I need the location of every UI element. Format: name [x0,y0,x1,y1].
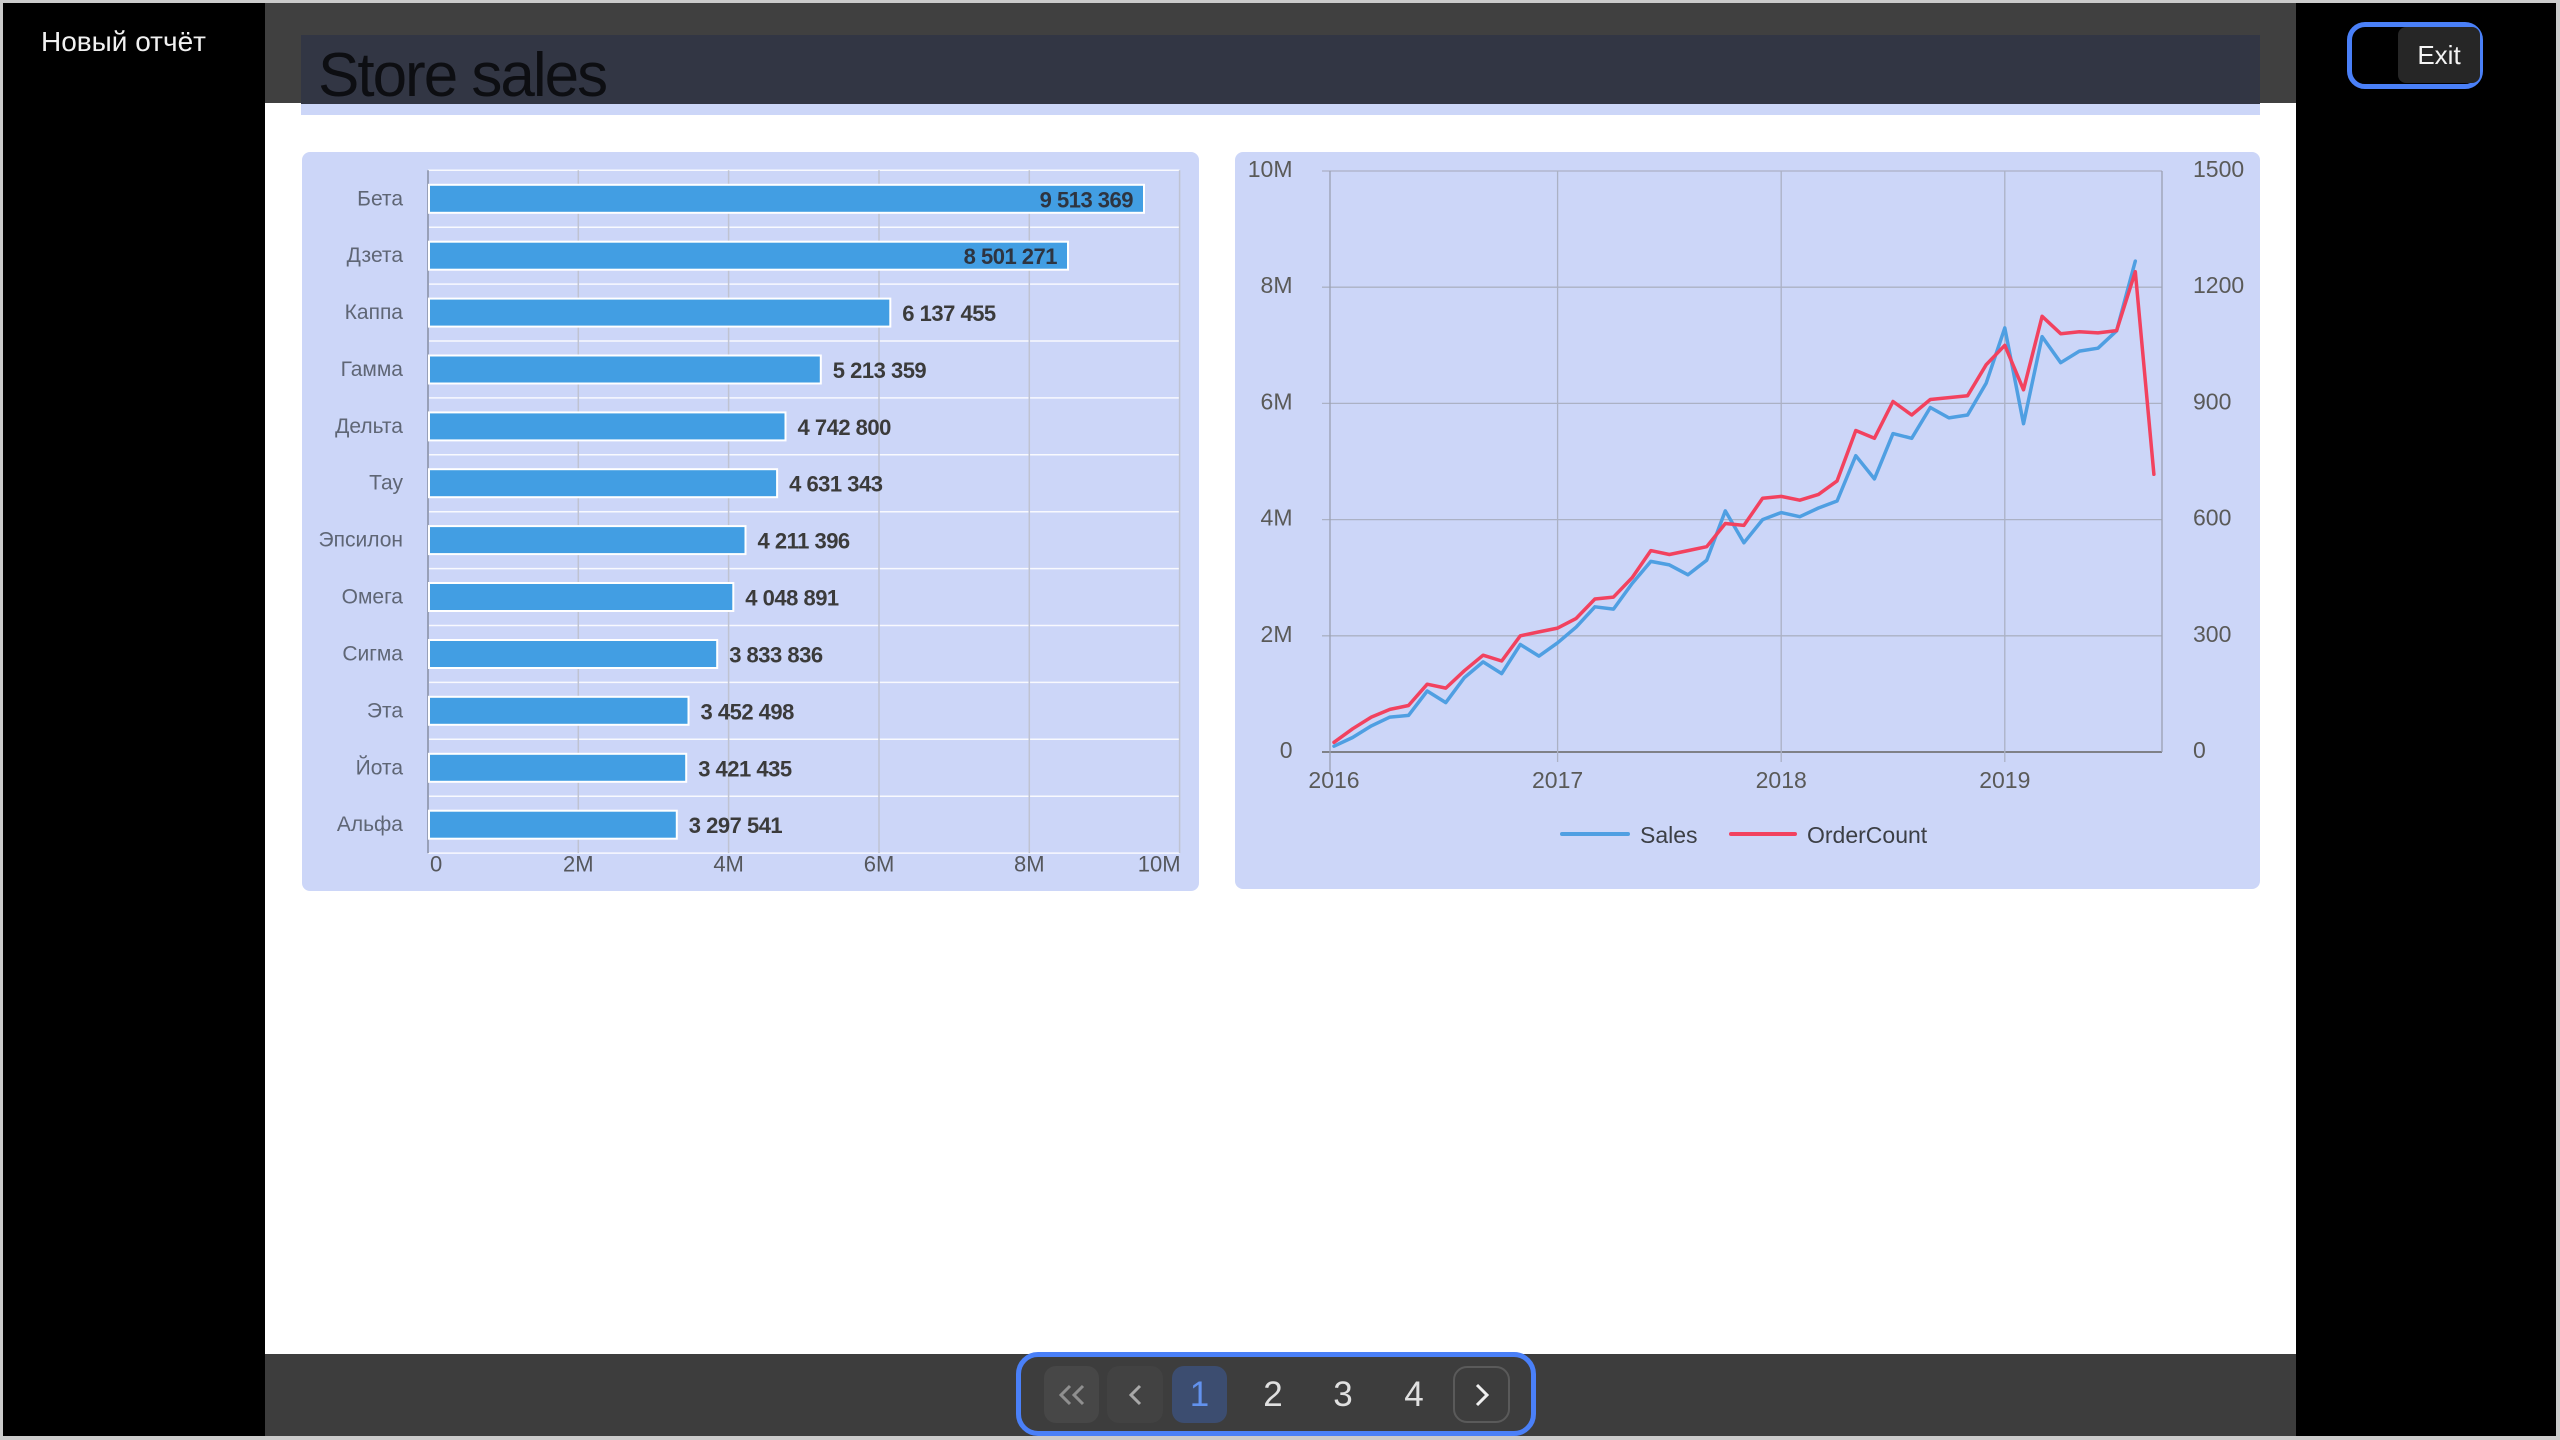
svg-text:4 631 343: 4 631 343 [789,472,883,497]
svg-text:Sales: Sales [1640,822,1698,848]
svg-text:0: 0 [1280,737,1293,763]
svg-text:3 297 541: 3 297 541 [689,813,783,838]
svg-text:3 833 836: 3 833 836 [729,643,823,668]
svg-text:3 421 435: 3 421 435 [698,756,792,781]
svg-text:Альфа: Альфа [337,813,403,836]
svg-text:600: 600 [2193,505,2231,531]
svg-text:10M: 10M [1138,852,1181,877]
svg-text:Дзета: Дзета [347,244,404,267]
svg-text:4 048 891: 4 048 891 [745,586,839,611]
svg-text:Эпсилон: Эпсилон [319,529,403,552]
svg-text:Йота: Йота [356,755,404,779]
svg-text:2017: 2017 [1532,767,1583,793]
svg-text:8M: 8M [1014,852,1045,877]
svg-text:Омега: Омега [342,586,404,609]
svg-text:8 501 271: 8 501 271 [964,244,1058,269]
svg-text:5 213 359: 5 213 359 [833,358,927,383]
svg-text:Сигма: Сигма [342,643,403,666]
svg-text:10M: 10M [1248,156,1293,182]
svg-text:300: 300 [2193,621,2231,647]
svg-text:4 742 800: 4 742 800 [798,415,892,440]
svg-text:8M: 8M [1261,272,1293,298]
svg-text:Дельта: Дельта [335,415,403,438]
svg-text:2018: 2018 [1756,767,1807,793]
svg-text:OrderCount: OrderCount [1807,822,1928,848]
svg-text:1500: 1500 [2193,156,2244,182]
svg-text:9 513 369: 9 513 369 [1040,187,1134,212]
svg-text:4M: 4M [713,852,744,877]
svg-text:Тау: Тау [369,472,403,495]
svg-text:2019: 2019 [1979,767,2030,793]
svg-text:900: 900 [2193,388,2231,414]
svg-text:Эта: Эта [367,699,403,722]
svg-text:2M: 2M [563,852,594,877]
svg-text:6 137 455: 6 137 455 [902,301,996,326]
svg-text:2016: 2016 [1308,767,1359,793]
svg-text:6M: 6M [1261,388,1293,414]
svg-text:Каппа: Каппа [345,301,404,324]
svg-text:Бета: Бета [357,187,403,210]
svg-text:1200: 1200 [2193,272,2244,298]
svg-text:4 211 396: 4 211 396 [758,529,850,554]
svg-text:Гамма: Гамма [341,358,404,381]
svg-text:0: 0 [430,852,442,877]
svg-text:4M: 4M [1261,505,1293,531]
svg-text:2M: 2M [1261,621,1293,647]
svg-text:0: 0 [2193,737,2206,763]
svg-text:6M: 6M [864,852,895,877]
svg-text:3 452 498: 3 452 498 [701,699,795,724]
